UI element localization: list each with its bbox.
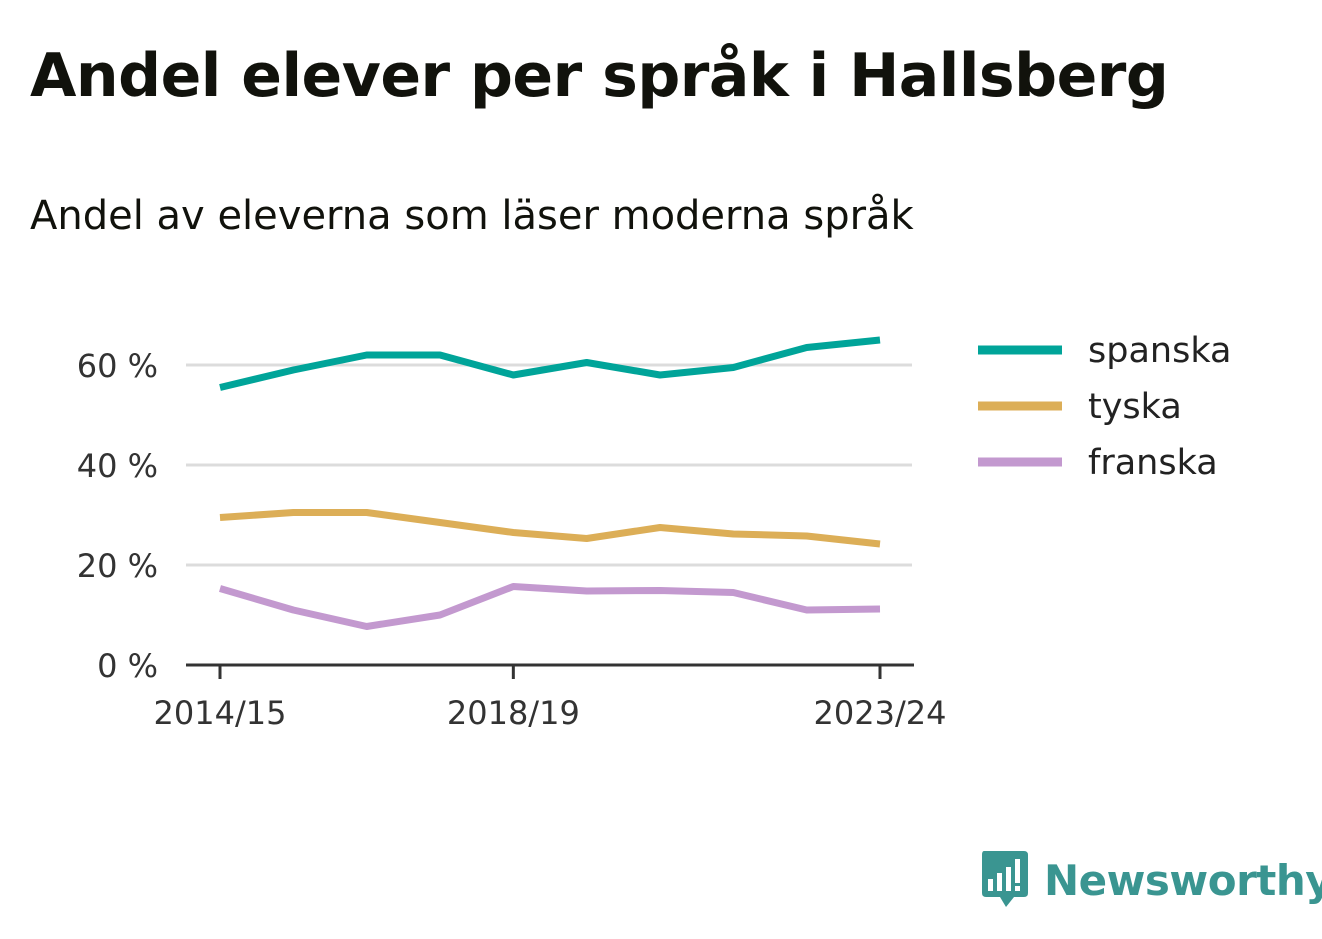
legend-label-spanska: spanska [1088,331,1231,371]
legend-label-tyska: tyska [1088,387,1182,427]
brand-name: Newsworthy [1044,855,1322,905]
legend: spanska tyska franska [978,331,1231,483]
series-line-spanska [219,336,881,391]
y-tick-label: 20 % [77,547,158,585]
x-tick-label: 2014/15 [154,694,287,732]
x-tick-label: 2023/24 [814,694,947,732]
x-tick-label: 2018/19 [447,694,580,732]
newsworthy-logo-icon [982,851,1028,907]
series-line-tyska [219,509,881,548]
series-line-franska [219,583,881,630]
chart-subtitle: Andel av eleverna som läser moderna språ… [30,193,914,239]
y-tick-label: 60 % [77,347,158,385]
legend-label-franska: franska [1088,443,1218,483]
axes: 0 % 20 % 40 % 60 % 2014/15 2018/19 2023/24 [77,347,947,732]
series-lines [219,336,881,630]
y-tick-label: 0 % [97,647,158,685]
y-tick-label: 40 % [77,447,158,485]
newsworthy-brand: Newsworthy [980,848,1322,912]
chart-title: Andel elever per språk i Hallsberg [30,41,1169,111]
